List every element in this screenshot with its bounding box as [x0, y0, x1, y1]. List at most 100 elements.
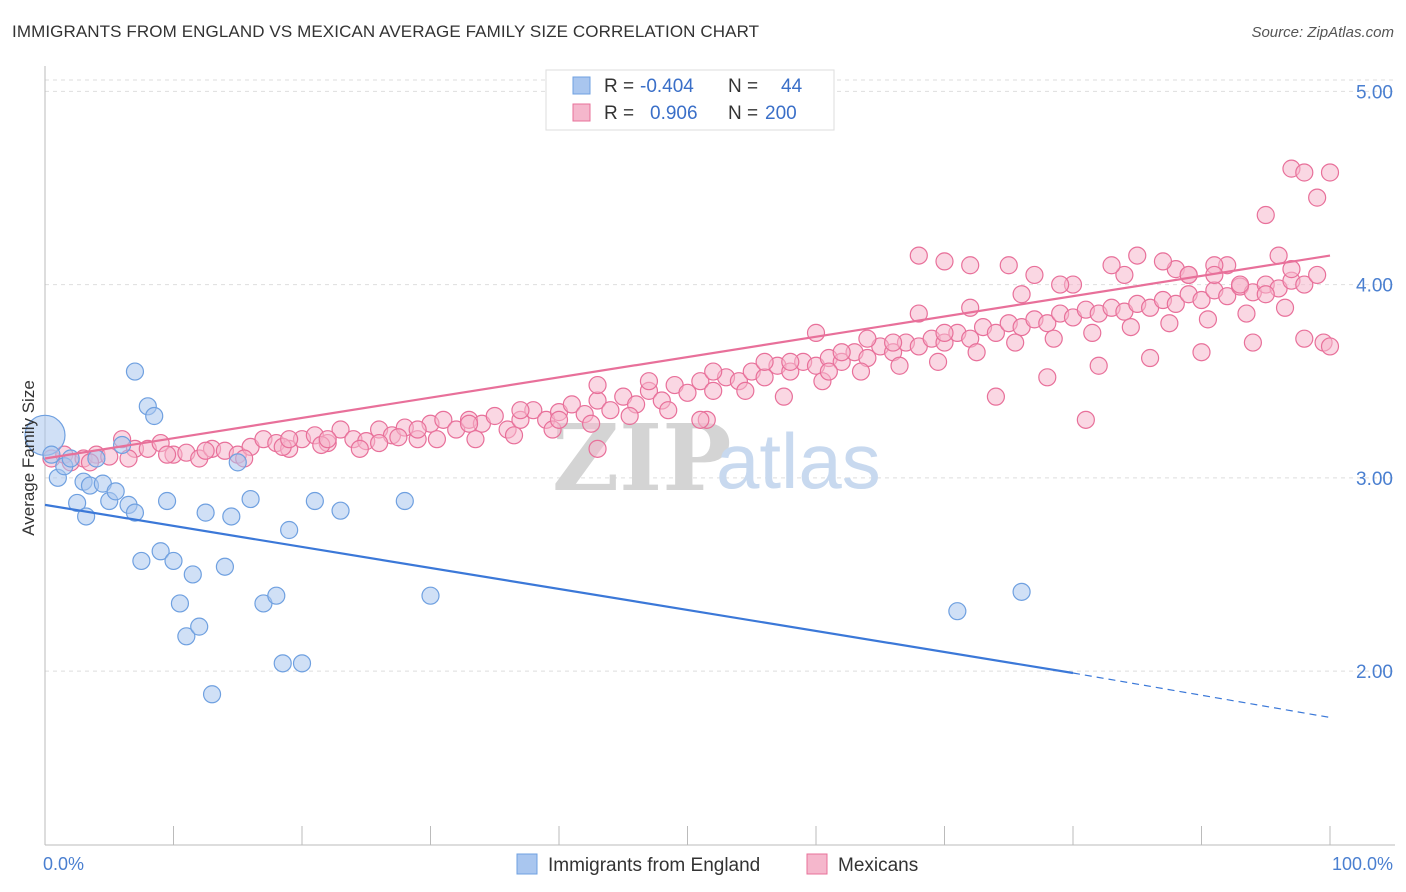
- mexicans-point-172: [1025, 265, 1044, 285]
- england-point-28: [228, 453, 247, 472]
- england-point-21: [164, 551, 183, 571]
- mexicans-point-173: [1051, 275, 1070, 294]
- y-tick-label-3: 5.00: [1356, 82, 1393, 103]
- axes: [44, 66, 1395, 846]
- mexicans-point-189: [318, 430, 337, 449]
- x-tick-label-1: 100.0%: [1332, 854, 1393, 874]
- england-point-24: [190, 617, 209, 636]
- legend-swatch-england: [572, 76, 591, 95]
- legend-n-label-2: N =: [728, 103, 758, 124]
- mexicans-point-123: [967, 343, 986, 362]
- england-point-32: [273, 654, 292, 673]
- mexicans-point-175: [1128, 246, 1147, 265]
- england-point-20: [157, 491, 177, 511]
- mexicans-point-152: [1243, 333, 1263, 352]
- mexicans-point-134: [639, 372, 659, 391]
- mexicans-point-108: [389, 428, 408, 447]
- england-trend-line: [44, 503, 1074, 675]
- mexicans-point-181: [819, 362, 838, 381]
- y-axis-title: Average Family Size: [19, 380, 38, 536]
- mexicans-point-109: [427, 430, 447, 449]
- england-point-39: [222, 507, 241, 526]
- mexicans-point-139: [909, 304, 928, 323]
- mexicans-point-122: [928, 352, 948, 371]
- mexicans-point-148: [1038, 368, 1057, 387]
- legend-r-value-1: -0.404: [640, 76, 694, 97]
- mexicans-point-157: [935, 323, 954, 342]
- mexicans-point-133: [588, 375, 607, 395]
- mexicans-point-103: [196, 441, 215, 460]
- mexicans-point-127: [1121, 317, 1140, 337]
- mexicans-point-126: [1083, 323, 1102, 342]
- mexicans-point-23: [331, 420, 350, 439]
- mexicans-point-131: [1275, 298, 1295, 317]
- mexicans-point-153: [1295, 329, 1314, 348]
- mexicans-point-154: [781, 352, 800, 371]
- mexicans-point-51: [691, 372, 710, 391]
- england-point-26: [202, 685, 222, 704]
- mexicans-point-176: [1256, 205, 1275, 225]
- y-tick-label-1: 3.00: [1356, 469, 1393, 490]
- mexicans-point-110: [466, 430, 485, 449]
- england-point-36: [331, 501, 350, 520]
- mexicans-point-90: [1192, 290, 1211, 310]
- england-point-8: [87, 449, 106, 468]
- mexicans-trend-line: [44, 254, 1331, 460]
- england-point-5: [68, 493, 87, 513]
- mexicans-point-88: [1166, 294, 1185, 313]
- mexicans-point-74: [986, 323, 1006, 342]
- england-trend-extension: [1072, 672, 1331, 719]
- chart-title: IMMIGRANTS FROM ENGLAND VS MEXICAN AVERA…: [12, 22, 760, 41]
- legend-n-value-2: 200: [765, 103, 797, 124]
- england-point-12: [106, 482, 125, 501]
- mexicans-point-125: [1044, 329, 1063, 348]
- mexicans-point-168: [909, 246, 928, 265]
- mexicans-point-146: [1269, 246, 1288, 265]
- england-point-42: [948, 602, 967, 621]
- mexicans-point-124: [1006, 333, 1025, 352]
- mexicans-point-161: [1230, 275, 1250, 294]
- legend-n-value-1: 44: [781, 76, 803, 97]
- mexicans-point-151: [1192, 343, 1211, 362]
- mexicans-point-143: [1115, 265, 1134, 285]
- england-point-29: [241, 489, 260, 509]
- source-label: Source: ZipAtlas.com: [1251, 24, 1394, 41]
- legend-swatch-mexicans: [572, 103, 591, 122]
- england-point-37: [125, 362, 145, 381]
- england-point-19: [151, 542, 170, 561]
- mexicans-point-188: [370, 433, 389, 453]
- mexicans-point-149: [1089, 356, 1108, 375]
- england-point-31: [267, 586, 286, 605]
- stats-legend: R = -0.404 N = 44 R = 0.906 N = 200: [545, 69, 835, 131]
- mexicans-point-155: [832, 343, 851, 362]
- mexicans-point-150: [1140, 348, 1160, 368]
- mexicans-point-78: [1038, 314, 1057, 333]
- mexicans-point-136: [755, 352, 774, 371]
- mexicans-point-111: [504, 426, 524, 445]
- england-point-41: [421, 586, 440, 605]
- mexicans-point-164: [1320, 337, 1340, 356]
- mexicans-point-186: [459, 414, 479, 433]
- mexicans-point-41: [562, 395, 581, 414]
- england-point-16: [132, 551, 151, 571]
- mexicans-point-185: [511, 401, 530, 420]
- england-point-18: [145, 406, 164, 426]
- bottom-legend-swatch-mexicans: [806, 853, 828, 875]
- trend-lines: [44, 254, 1331, 719]
- mexicans-point-115: [659, 401, 678, 420]
- mexicans-point-52: [704, 381, 723, 400]
- mexicans-point-147: [986, 387, 1006, 406]
- mexicans-point-98: [1295, 275, 1314, 294]
- mexicans-point-162: [1256, 285, 1275, 304]
- mexicans-point-166: [1179, 265, 1198, 285]
- legend-n-label-1: N =: [728, 76, 758, 97]
- mexicans-point-183: [588, 439, 607, 458]
- mexicans-point-171: [999, 256, 1018, 275]
- england-point-15: [125, 503, 145, 522]
- england-point-23: [177, 627, 196, 646]
- mexicans-point-44: [601, 401, 620, 420]
- mexicans-point-141: [1012, 285, 1031, 304]
- mexicans-point-114: [620, 406, 639, 426]
- mexicans-point-120: [851, 362, 871, 381]
